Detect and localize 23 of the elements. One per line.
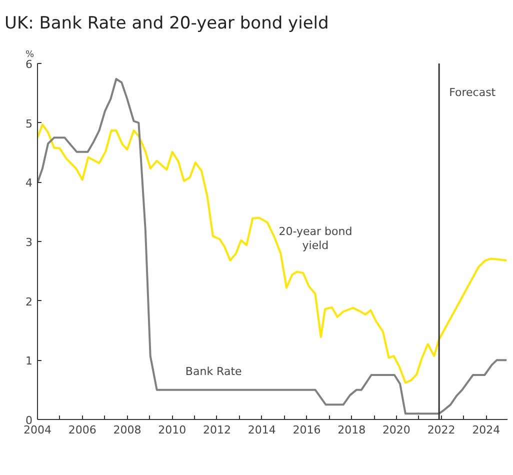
y-tick-label: 2 xyxy=(26,295,32,308)
chart-title: UK: Bank Rate and 20-year bond yield xyxy=(4,14,329,34)
series-label: Bank Rate xyxy=(185,364,242,378)
x-tick-label: 2018 xyxy=(338,424,366,436)
y-tick-label: 4 xyxy=(26,176,32,190)
x-tick-label: 2022 xyxy=(427,424,456,436)
series-label: 20-year bond yield xyxy=(278,224,352,252)
line-series xyxy=(38,78,508,415)
line-series xyxy=(38,124,508,384)
ref-line-label: Forecast xyxy=(449,86,496,100)
y-tick-label: 5 xyxy=(26,117,32,130)
x-tick-label: 2014 xyxy=(248,424,276,436)
x-tick-label: 2020 xyxy=(382,424,410,436)
y-tick-label: 6 xyxy=(26,58,32,71)
y-tick-label: 1 xyxy=(26,354,32,368)
x-tick-label: 2010 xyxy=(158,424,186,436)
y-axis-title: % xyxy=(26,50,34,60)
y-tick-label: 3 xyxy=(26,236,32,249)
x-tick-label: 2006 xyxy=(68,424,96,436)
x-tick-label: 2024 xyxy=(472,424,500,436)
x-tick-label: 2012 xyxy=(202,424,231,436)
x-tick-label: 2008 xyxy=(113,424,142,436)
x-tick-label: 2016 xyxy=(292,424,321,436)
